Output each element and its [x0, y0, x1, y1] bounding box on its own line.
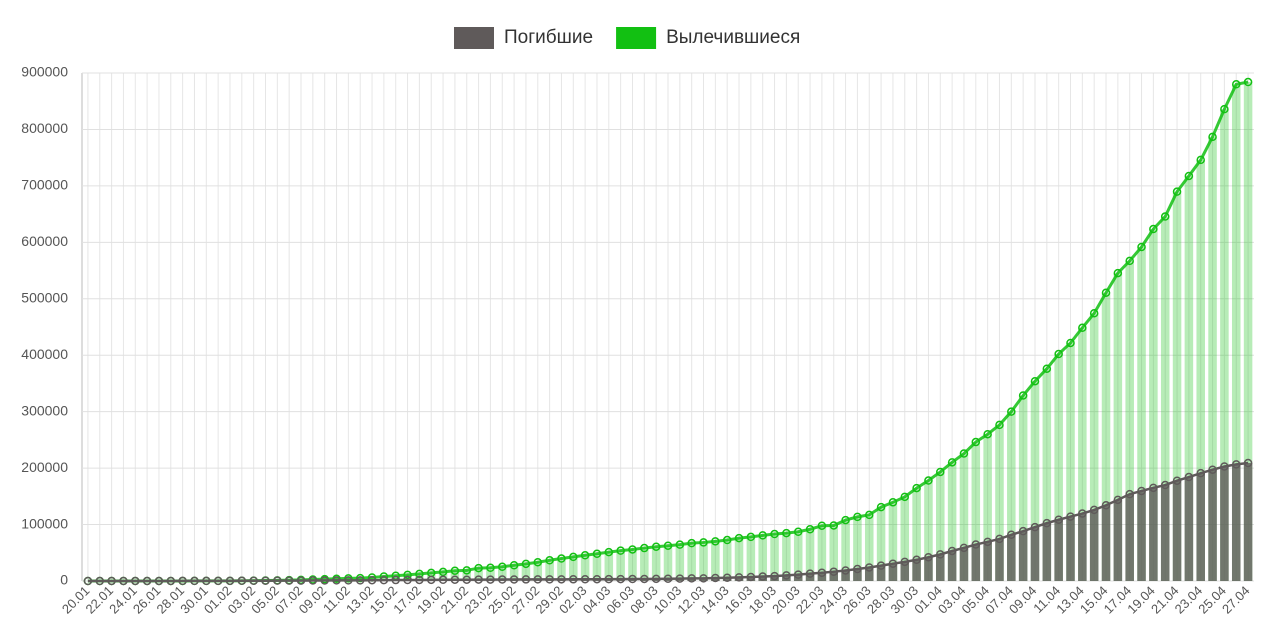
bar	[1019, 531, 1028, 581]
bar	[1137, 491, 1146, 581]
bar	[1125, 494, 1134, 581]
y-tick-label: 100000	[21, 515, 68, 531]
bar	[960, 548, 969, 581]
bar	[1078, 514, 1087, 581]
legend-item: Погибшие	[454, 27, 593, 49]
x-tick-label: 27.04	[1219, 583, 1253, 617]
bar	[948, 551, 957, 581]
y-tick-label: 800000	[21, 120, 68, 136]
bar	[1066, 517, 1075, 581]
bar	[1173, 481, 1182, 581]
bar	[1244, 463, 1253, 581]
bar	[1161, 485, 1170, 581]
bar	[1054, 520, 1063, 581]
y-tick-label: 400000	[21, 346, 68, 362]
y-tick-label: 500000	[21, 289, 68, 305]
bar	[983, 542, 992, 581]
bar	[972, 545, 981, 581]
bar	[995, 539, 1004, 581]
y-tick-label: 300000	[21, 402, 68, 418]
bar	[1090, 510, 1099, 581]
bar	[1102, 505, 1111, 581]
legend-swatch	[616, 27, 656, 49]
bar	[1043, 523, 1052, 581]
y-tick-label: 900000	[21, 64, 68, 80]
bar	[1114, 500, 1123, 581]
y-tick-label: 600000	[21, 233, 68, 249]
bar	[1208, 470, 1217, 581]
legend-swatch	[454, 27, 494, 49]
bar	[1031, 527, 1040, 581]
bar	[1185, 477, 1194, 581]
bar	[1149, 488, 1158, 581]
bar	[1220, 467, 1229, 581]
y-tick-label: 0	[60, 572, 68, 588]
bar	[1196, 473, 1205, 581]
legend-item: Вылечившиеся	[616, 27, 800, 49]
bar	[1232, 464, 1241, 581]
legend-label: Вылечившиеся	[666, 27, 800, 48]
y-tick-label: 700000	[21, 177, 68, 193]
bar	[1007, 535, 1016, 581]
legend-label: Погибшие	[504, 27, 593, 48]
y-tick-label: 200000	[21, 459, 68, 475]
